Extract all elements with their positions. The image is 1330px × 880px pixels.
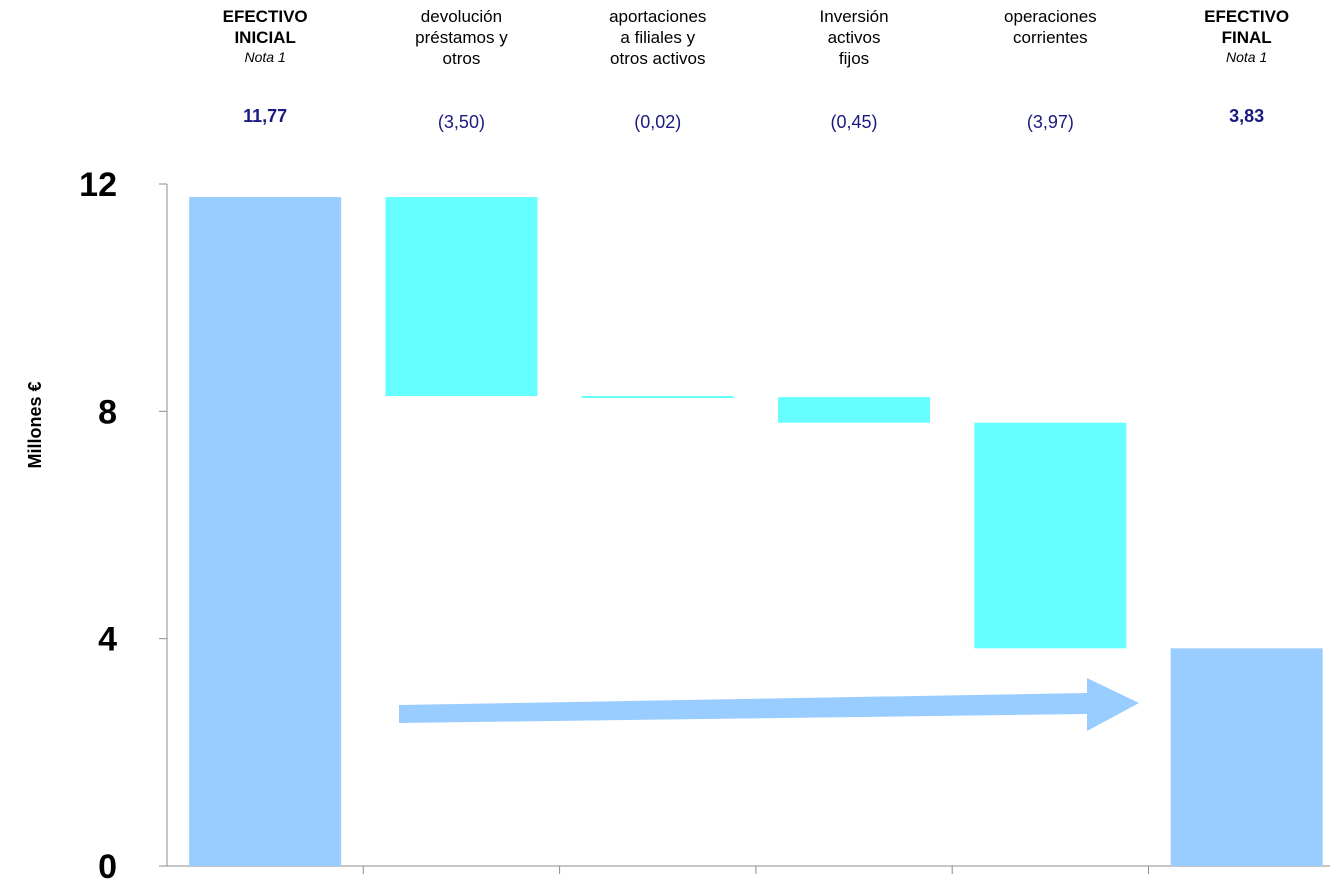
y-axis: 0 4 8 12 xyxy=(79,166,1330,880)
bar-4 xyxy=(778,397,931,423)
category-label: aportaciones a filiales y otros activos xyxy=(609,7,707,68)
y-tick-label: 12 xyxy=(79,166,117,204)
bars xyxy=(189,197,1323,867)
category-label: Inversión activos fijos xyxy=(819,7,889,68)
category-label: EFECTIVO INICIAL xyxy=(222,7,308,47)
trend-arrow xyxy=(399,678,1139,731)
category-header-3: aportaciones a filiales y otros activos (… xyxy=(573,6,743,132)
trend-arrow-shape xyxy=(399,678,1139,731)
bar-6 xyxy=(1170,648,1323,866)
value-label: (0,45) xyxy=(830,112,878,132)
value-label: (0,02) xyxy=(634,112,682,132)
y-tick-label: 0 xyxy=(98,848,117,880)
y-tick-label: 8 xyxy=(98,393,117,431)
category-header-2: devolución préstamos y otros (3,50) xyxy=(376,6,546,132)
category-label: devolución préstamos y otros xyxy=(415,7,508,68)
category-note: Nota 1 xyxy=(244,49,286,65)
bar-1 xyxy=(189,197,342,867)
value-label: 11,77 xyxy=(243,106,288,126)
value-label: (3,97) xyxy=(1026,112,1074,132)
category-header-1: EFECTIVO INICIAL Nota 1 11,77 xyxy=(180,6,350,126)
category-label: EFECTIVO FINAL xyxy=(1204,7,1290,47)
bar-5 xyxy=(974,422,1127,649)
category-header-5: operaciones corrientes (3,97) xyxy=(965,6,1135,132)
category-header-6: EFECTIVO FINAL Nota 1 3,83 xyxy=(1162,6,1330,126)
y-axis-label: Millones € xyxy=(25,381,45,469)
bar-2 xyxy=(385,197,538,396)
bar-3 xyxy=(581,395,734,398)
category-header-4: Inversión activos fijos (0,45) xyxy=(769,6,939,132)
y-tick-label: 4 xyxy=(98,621,117,659)
category-note: Nota 1 xyxy=(1226,49,1268,65)
value-label: (3,50) xyxy=(437,112,485,132)
value-label: 3,83 xyxy=(1229,106,1265,126)
category-label: operaciones corrientes xyxy=(1004,7,1097,47)
